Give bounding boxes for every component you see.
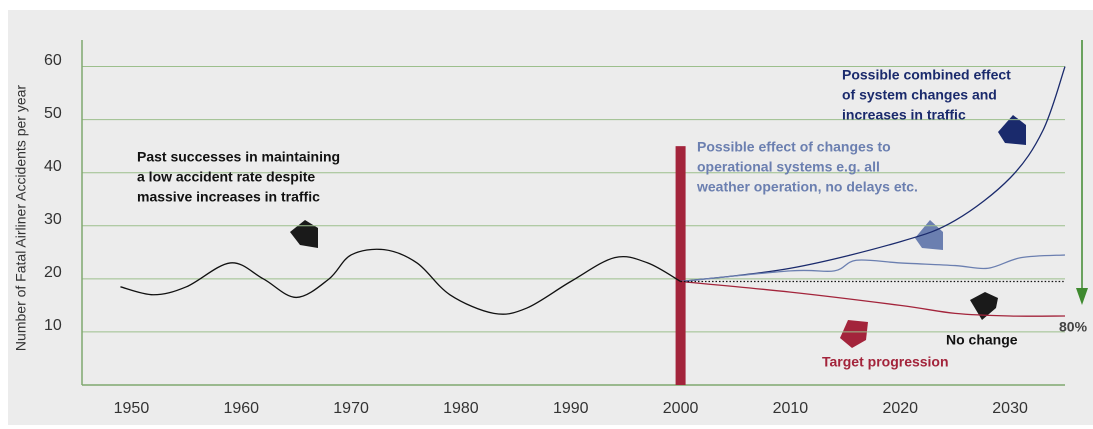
annotation: massive increases in traffic	[137, 189, 320, 205]
pointer	[998, 115, 1026, 145]
y-tick-label: 40	[44, 158, 62, 175]
x-tick-label: 2010	[773, 400, 809, 417]
x-tick-label: 1990	[553, 400, 589, 417]
y-axis-label: Number of Fatal Airliner Accidents per y…	[13, 85, 29, 351]
y-tick-label: 10	[44, 317, 62, 334]
annotation: Target progression	[822, 354, 949, 370]
y-tick-label: 30	[44, 211, 62, 228]
y-tick-label: 20	[44, 264, 62, 281]
annotation: of system changes and	[842, 87, 997, 103]
annotation: increases in traffic	[842, 107, 966, 123]
x-tick-label: 1950	[114, 400, 150, 417]
x-tick-label: 2020	[882, 400, 918, 417]
bar	[675, 146, 686, 385]
arrow-head	[1076, 288, 1088, 305]
annotation: a low accident rate despite	[137, 169, 315, 185]
series-line	[680, 66, 1066, 283]
x-tick-label: 1980	[443, 400, 479, 417]
x-tick-label: 2030	[992, 400, 1028, 417]
pointer	[840, 320, 868, 348]
pointer	[915, 220, 943, 250]
series-line	[680, 254, 1066, 283]
annotation: Past successes in maintaining	[137, 149, 340, 165]
pointer	[290, 220, 318, 248]
y-tick-label: 50	[44, 105, 62, 122]
annotation: No change	[946, 332, 1018, 348]
x-tick-label: 1960	[223, 400, 259, 417]
annotation: Possible effect of changes to	[697, 139, 891, 155]
y-tick-label: 60	[44, 52, 62, 69]
x-tick-label: 2000	[663, 400, 699, 417]
series-line	[680, 280, 1066, 317]
annotation: weather operation, no delays etc.	[696, 179, 918, 195]
x-tick-label: 1970	[333, 400, 369, 417]
annotation: 80%	[1059, 319, 1088, 335]
annotation: operational systems e.g. all	[697, 159, 880, 175]
annotation: Possible combined effect	[842, 67, 1011, 83]
series-line	[120, 248, 681, 315]
pointer	[970, 292, 998, 320]
background	[8, 10, 1093, 425]
